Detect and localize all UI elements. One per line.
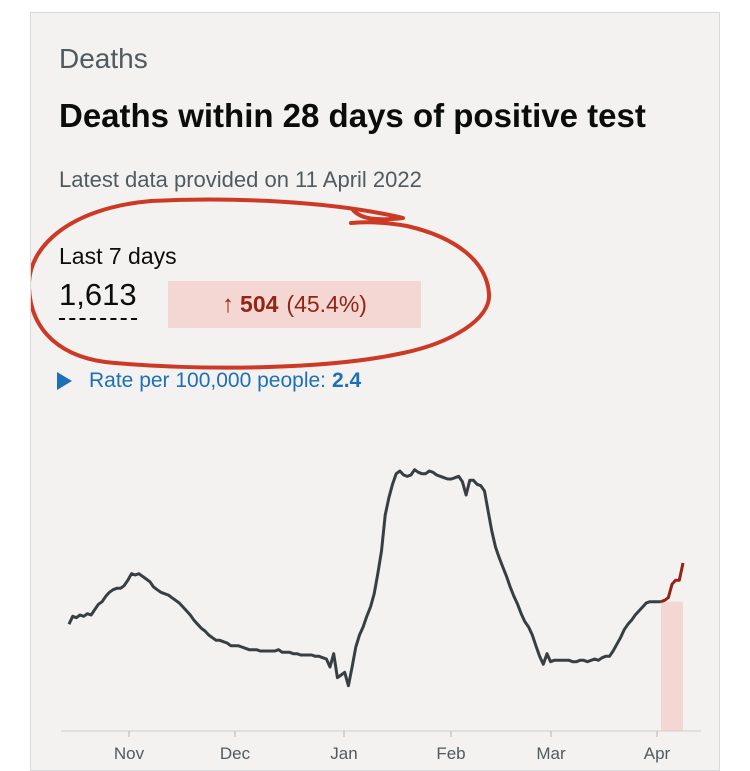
x-tick-label: Nov	[114, 744, 145, 763]
x-tick-label: Dec	[220, 744, 251, 763]
change-value: 504	[240, 291, 279, 317]
disclosure-triangle-icon	[57, 372, 72, 390]
last-updated-text: Latest data provided on 11 April 2022	[59, 167, 422, 192]
x-tick-label: Feb	[436, 744, 465, 763]
change-percent: (45.4%)	[286, 291, 367, 317]
rate-toggle[interactable]: Rate per 100,000 people: 2.4	[57, 369, 361, 393]
rate-value: 2.4	[332, 369, 362, 392]
change-badge: ↑ 504 (45.4%)	[168, 281, 421, 328]
deaths-card: Deaths Deaths within 28 days of positive…	[30, 12, 720, 771]
headline-value[interactable]: 1,613	[59, 277, 137, 321]
period-label: Last 7 days	[59, 243, 177, 269]
last-7-days-line	[660, 562, 685, 604]
up-arrow-icon: ↑	[222, 290, 235, 318]
card-title: Deaths within 28 days of positive test	[59, 97, 646, 134]
rate-label: Rate per 100,000 people:	[89, 369, 327, 392]
deaths-series-line	[67, 468, 661, 688]
last-7-days-shading	[660, 601, 683, 731]
x-tick-label: Apr	[644, 744, 671, 763]
x-tick-label: Mar	[536, 744, 566, 763]
x-tick-label: Jan	[330, 744, 357, 763]
deaths-line-chart: Nov Dec Jan Feb Mar Apr	[61, 468, 701, 763]
card-category: Deaths	[59, 43, 148, 74]
